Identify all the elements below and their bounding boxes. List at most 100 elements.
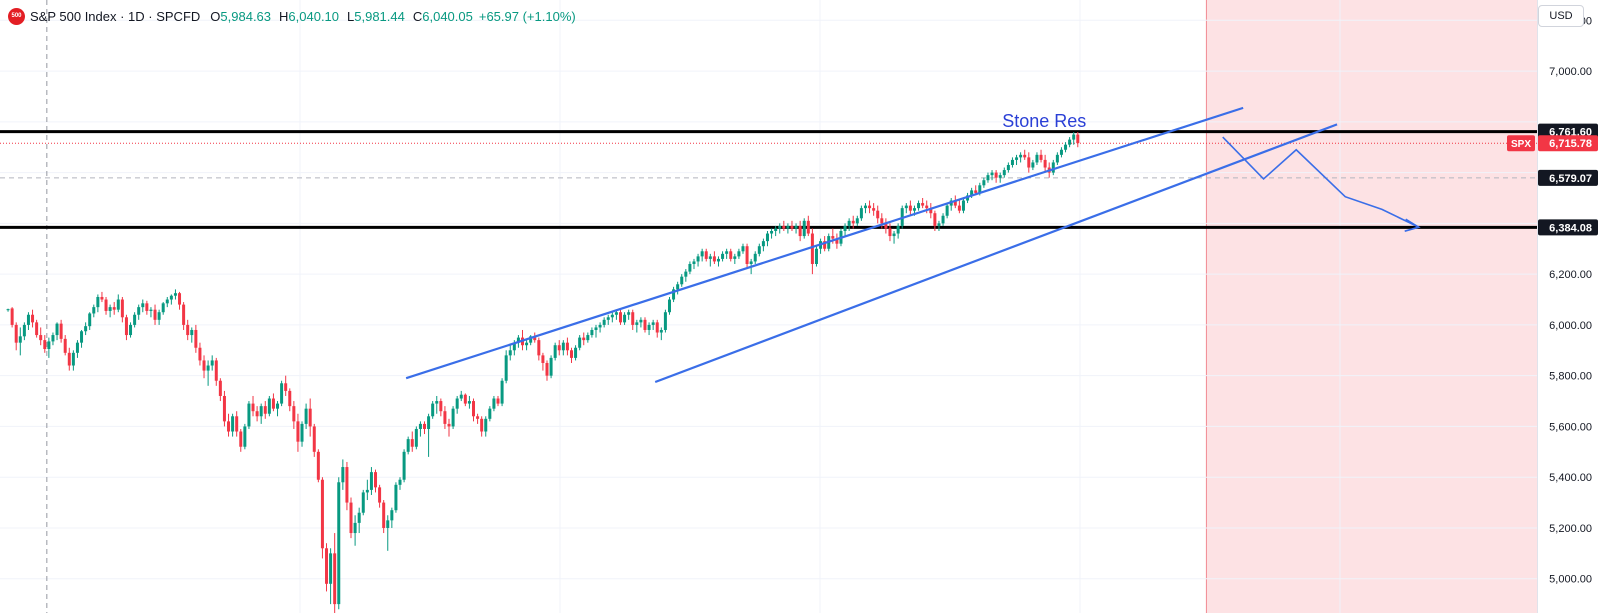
- candle: [472, 398, 476, 422]
- candle: [427, 413, 431, 457]
- candle: [218, 378, 222, 402]
- candle-body: [26, 314, 30, 325]
- candle-body: [794, 225, 798, 229]
- candle: [647, 322, 651, 336]
- candle-body: [316, 451, 320, 480]
- candle: [961, 197, 965, 214]
- candle-body: [978, 185, 982, 193]
- candle-body: [96, 296, 100, 308]
- candle-body: [925, 205, 929, 209]
- candle: [757, 243, 761, 257]
- candle: [288, 388, 292, 412]
- candle: [35, 319, 39, 338]
- candle: [504, 350, 508, 384]
- candle-body: [737, 251, 741, 257]
- candle-body: [847, 220, 851, 226]
- candle-body: [643, 319, 647, 330]
- candle-body: [194, 329, 198, 348]
- candle-body: [141, 303, 145, 308]
- candle-body: [582, 337, 586, 341]
- candle-body: [227, 421, 231, 432]
- candle-body: [623, 314, 627, 323]
- candle-body: [390, 510, 394, 521]
- candle: [1002, 167, 1006, 178]
- candle: [643, 317, 647, 333]
- candle: [6, 308, 10, 312]
- candle-body: [488, 408, 492, 419]
- candle-body: [439, 401, 443, 412]
- candle-body: [1010, 159, 1014, 165]
- candle-body: [173, 293, 177, 296]
- candle-body: [484, 418, 488, 432]
- candle-body: [104, 299, 108, 311]
- candle: [651, 319, 655, 330]
- candle-body: [157, 312, 161, 320]
- candle: [406, 436, 410, 455]
- candle-body: [1072, 134, 1076, 140]
- projection-arrowhead: [1404, 218, 1421, 232]
- low-value: 5,981.44: [354, 8, 405, 24]
- candle: [222, 390, 226, 427]
- candle-body: [627, 312, 631, 315]
- candle-body: [14, 324, 18, 343]
- candle: [80, 329, 84, 348]
- candle-body: [447, 423, 451, 427]
- candle-body: [59, 323, 63, 339]
- candle-body: [1019, 154, 1023, 158]
- candle: [557, 340, 561, 356]
- candle-body: [700, 251, 704, 257]
- candle-body: [55, 323, 59, 336]
- candle-body: [116, 299, 120, 310]
- candle: [627, 309, 631, 320]
- candle-body: [937, 223, 941, 226]
- candle: [214, 357, 218, 386]
- candle: [888, 223, 892, 242]
- candle-body: [586, 335, 590, 341]
- candle: [398, 477, 402, 490]
- candle-body: [1039, 154, 1043, 160]
- currency-selector[interactable]: USD: [1538, 5, 1584, 27]
- candle-body: [508, 350, 512, 356]
- candle-body: [631, 312, 635, 325]
- candle-body: [1055, 154, 1059, 163]
- candle: [741, 243, 745, 254]
- candle: [745, 243, 749, 270]
- candle: [451, 406, 455, 429]
- candle: [1076, 131, 1080, 148]
- price-tick-label: 5,800.00: [1549, 371, 1592, 383]
- symbol-title[interactable]: S&P 500 Index · 1D · SPCFD: [30, 8, 201, 24]
- candle-body: [333, 553, 337, 605]
- candle: [231, 413, 235, 437]
- candle-body: [741, 246, 745, 252]
- candle-body: [496, 398, 500, 404]
- candle: [529, 335, 533, 346]
- candle-body: [1023, 154, 1027, 158]
- candle: [394, 482, 398, 513]
- candle-body: [312, 426, 316, 452]
- candle: [410, 431, 414, 452]
- candle-body: [831, 236, 835, 239]
- candle-body: [778, 225, 782, 229]
- candle-body: [1035, 154, 1039, 163]
- candle: [594, 324, 598, 338]
- candle: [753, 251, 757, 264]
- candle: [618, 309, 622, 325]
- candle-body: [47, 341, 51, 350]
- candle-body: [165, 299, 169, 304]
- candle-body: [378, 487, 382, 503]
- candle-body: [6, 309, 10, 311]
- candle-body: [1027, 157, 1031, 168]
- candle-body: [357, 512, 361, 523]
- candle: [161, 302, 165, 315]
- candle: [574, 345, 578, 361]
- candle-body: [386, 520, 390, 528]
- candle: [292, 401, 296, 429]
- candle: [206, 360, 210, 386]
- candle: [349, 497, 353, 539]
- candle-body: [525, 342, 529, 346]
- candle: [10, 307, 14, 328]
- open-label: O: [210, 8, 221, 24]
- candle: [308, 398, 312, 437]
- candle: [141, 299, 145, 313]
